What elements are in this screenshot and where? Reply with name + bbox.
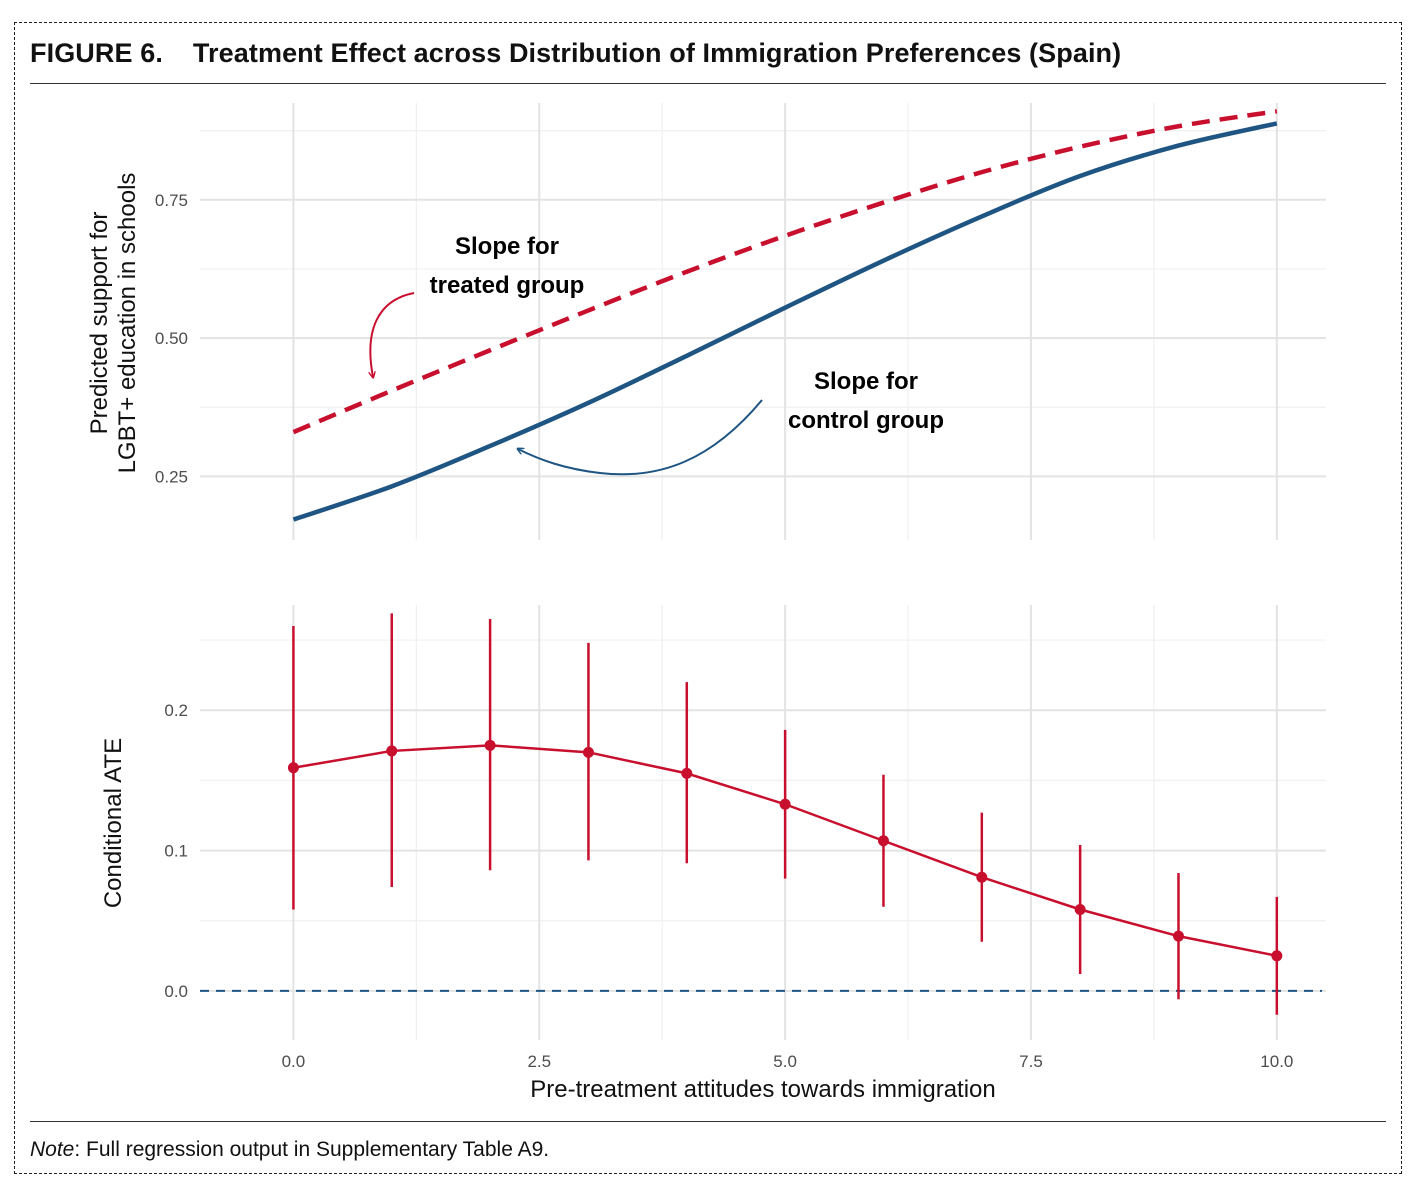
treated-annotation-arrow [370, 292, 415, 377]
cate-point [484, 739, 496, 751]
figure-note-text: : Full regression output in Supplementar… [74, 1138, 550, 1161]
cate-point [779, 798, 791, 810]
x-axis-title: Pre-treatment attitudes towards immigrat… [530, 1076, 996, 1103]
cate-point [582, 746, 594, 758]
x-tick-labels: 0.0 2.5 5.0 7.5 10.0 [282, 1052, 1294, 1071]
top-gridlines [200, 103, 1326, 540]
cate-point [386, 745, 398, 757]
x-tick-label: 5.0 [773, 1052, 797, 1071]
top-y-tick-label: 0.25 [155, 467, 188, 486]
treated-annotation: Slope for treated group [370, 233, 584, 377]
bottom-panel: 0.0 0.1 0.2 0.0 2.5 5.0 7.5 10.0 Conditional A… [100, 605, 1326, 1103]
figure-title: FIGURE 6. Treatment Effect across Distrib… [30, 38, 1121, 69]
bottom-y-axis-title: Conditional ATE [100, 738, 127, 908]
x-tick-label: 2.5 [527, 1052, 551, 1071]
cate-series [287, 739, 1283, 962]
figure-note-label: Note [30, 1138, 75, 1161]
top-panel: 0.25 0.50 0.75 Predicted support for LGBT+… [86, 103, 1326, 540]
top-y-tick-label: 0.75 [155, 191, 188, 210]
control-annotation-line1: Slope for [814, 368, 918, 395]
cate-point [1172, 930, 1184, 942]
x-tick-label: 0.0 [282, 1052, 306, 1071]
cate-point [976, 871, 988, 883]
treated-annotation-line1: Slope for [455, 233, 559, 260]
cate-point [1074, 904, 1086, 915]
note-rule [30, 1121, 1386, 1122]
figure-frame [14, 22, 1402, 1174]
x-tick-label: 10.0 [1260, 1052, 1293, 1071]
cate-point [1271, 950, 1283, 962]
top-series [292, 109, 1278, 522]
cate-point [681, 767, 693, 779]
treated-group-line [292, 109, 1278, 435]
control-group-line [292, 121, 1278, 522]
bottom-y-tick-label: 0.2 [164, 701, 188, 720]
top-y-axis-title-line1: Predicted support for [86, 212, 113, 435]
bottom-y-tick-label: 0.1 [164, 842, 188, 861]
control-annotation: Slope for control group [518, 368, 944, 476]
cate-point [877, 835, 889, 847]
cate-point [287, 762, 299, 774]
figure-label: FIGURE 6. [30, 38, 163, 68]
x-tick-label: 7.5 [1019, 1052, 1043, 1071]
figure-title-text: Treatment Effect across Distribution of … [192, 38, 1122, 68]
bottom-gridlines [200, 605, 1326, 1040]
bottom-y-tick-label: 0.0 [164, 982, 188, 1001]
top-y-axis-title-line2: LGBT+ education in schools [114, 173, 141, 474]
control-annotation-line2: control group [788, 407, 944, 434]
top-y-tick-labels: 0.25 0.50 0.75 [155, 191, 188, 487]
top-y-tick-label: 0.50 [155, 329, 188, 348]
control-annotation-arrow [518, 399, 763, 476]
bottom-y-tick-labels: 0.0 0.1 0.2 [164, 701, 188, 1001]
treated-annotation-line2: treated group [430, 272, 585, 299]
figure-note: Note: Full regression output in Suppleme… [30, 1138, 549, 1162]
title-rule [30, 83, 1386, 84]
